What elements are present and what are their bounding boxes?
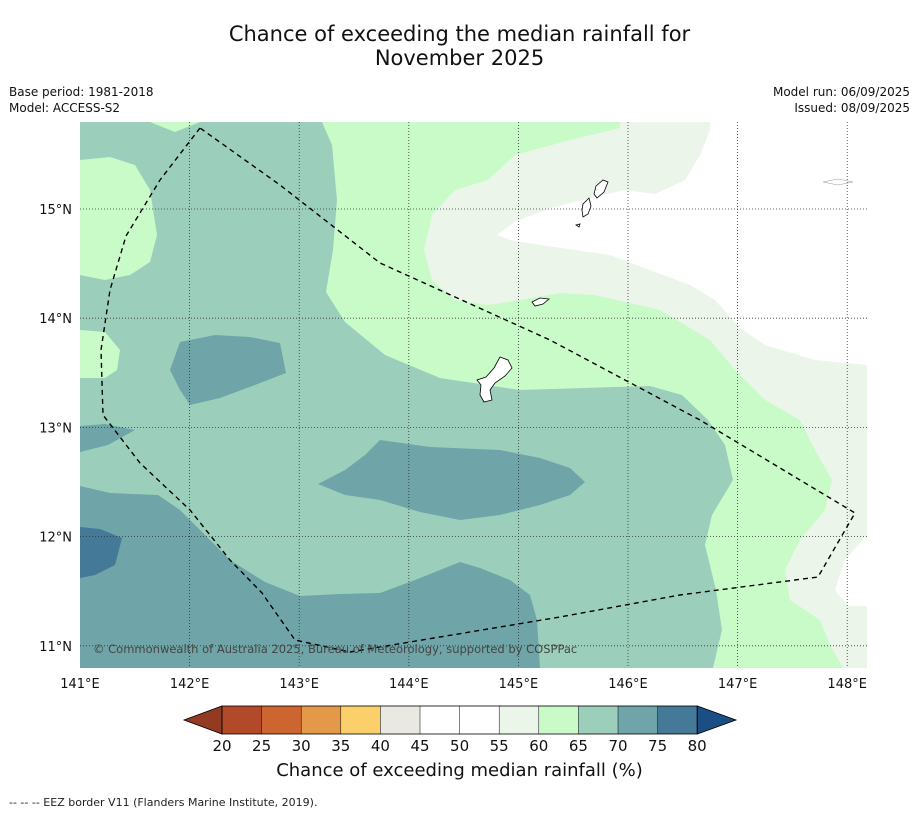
colorbar-tick-label: 75 <box>648 737 667 755</box>
lat-tick-label: 11°N <box>39 640 72 655</box>
zone-45-55-east <box>835 535 867 606</box>
colorbar-tick-label: 55 <box>490 737 509 755</box>
zone-60-65-top <box>150 122 200 132</box>
colorbar-segment <box>578 706 618 734</box>
colorbar-segment <box>301 706 341 734</box>
lon-tick-label: 144°E <box>389 677 429 692</box>
chart-title: Chance of exceeding the median rainfall … <box>0 22 919 70</box>
title-line-1: Chance of exceeding the median rainfall … <box>228 22 691 46</box>
colorbar-tick-label: 40 <box>371 737 390 755</box>
longitude-labels: 141°E 142°E 143°E 144°E 145°E 146°E 147°E 148°E <box>60 677 867 692</box>
colorbar-segment <box>538 706 579 734</box>
colorbar-tick-label: 80 <box>688 737 707 755</box>
lon-tick-label: 147°E <box>718 677 758 692</box>
model-name: Model: ACCESS-S2 <box>9 101 121 115</box>
colorbar-segment <box>657 706 698 734</box>
colorbar-title: Chance of exceeding median rainfall (%) <box>276 760 643 781</box>
saipan-island <box>593 179 609 199</box>
lat-tick-label: 13°N <box>39 421 72 436</box>
tinian-island <box>581 197 592 218</box>
eez-footnote: -- -- -- EEZ border V11 (Flanders Marine… <box>9 796 318 809</box>
eez-border <box>100 127 856 653</box>
guam-island <box>476 356 513 403</box>
latitude-labels: 15°N 14°N 13°N 12°N 11°N <box>39 203 72 655</box>
lat-tick-label: 14°N <box>39 312 72 327</box>
colorbar-segment <box>340 706 381 734</box>
title-line-2: November 2025 <box>374 46 545 70</box>
zone-70-75-northwest <box>170 335 286 405</box>
zone-70-75-west <box>80 424 135 452</box>
aguijan-island <box>575 223 581 228</box>
colorbar-segment <box>420 706 460 734</box>
colorbar-segment <box>618 706 658 734</box>
rota-island <box>531 297 550 307</box>
issued-date: Issued: 08/09/2025 <box>794 101 910 115</box>
zone-45-55 <box>497 122 867 365</box>
meta-left: Base period: 1981-2018 Model: ACCESS-S2 <box>9 84 154 116</box>
contour-layer <box>80 122 867 668</box>
colorbar-segment <box>222 706 262 734</box>
colorbar-tick-label: 50 <box>450 737 469 755</box>
colorbar: 20 25 30 35 40 45 50 55 60 65 70 75 80 <box>182 705 738 755</box>
lon-tick-label: 148°E <box>827 677 867 692</box>
colorbar-tick-label: 45 <box>410 737 429 755</box>
lon-tick-label: 143°E <box>279 677 319 692</box>
colorbar-segment <box>380 706 420 734</box>
zone-70-75-south <box>80 486 540 668</box>
zone-60-65-northwest <box>80 157 157 280</box>
lon-tick-label: 146°E <box>608 677 648 692</box>
colorbar-tick-label: 35 <box>331 737 350 755</box>
graticule <box>80 122 867 668</box>
lon-tick-label: 141°E <box>60 677 100 692</box>
colorbar-segment <box>261 706 302 734</box>
colorbar-segment <box>499 706 539 734</box>
lon-tick-label: 145°E <box>499 677 539 692</box>
colorbar-tick-label: 20 <box>212 737 231 755</box>
colorbar-tick-label: 25 <box>252 737 271 755</box>
farallon-reef <box>822 178 854 186</box>
islands <box>476 178 854 403</box>
zone-60-65-west <box>80 330 120 378</box>
copyright-text: © Commonwealth of Australia 2025, Bureau… <box>93 642 577 656</box>
meta-right: Model run: 06/09/2025 Issued: 08/09/2025 <box>773 84 910 116</box>
model-run: Model run: 06/09/2025 <box>772 85 910 99</box>
colorbar-segment <box>459 706 500 734</box>
colorbar-under-arrow <box>182 705 223 735</box>
lat-tick-label: 12°N <box>39 531 72 546</box>
colorbar-over-arrow <box>696 705 738 735</box>
lon-tick-label: 142°E <box>170 677 210 692</box>
zone-75-80 <box>80 527 122 578</box>
colorbar-tick-label: 70 <box>608 737 627 755</box>
colorbar-tick-label: 60 <box>529 737 548 755</box>
base-period: Base period: 1981-2018 <box>9 85 154 99</box>
colorbar-tick-label: 65 <box>569 737 588 755</box>
colorbar-tick-label: 30 <box>292 737 311 755</box>
lat-tick-label: 15°N <box>39 203 72 218</box>
